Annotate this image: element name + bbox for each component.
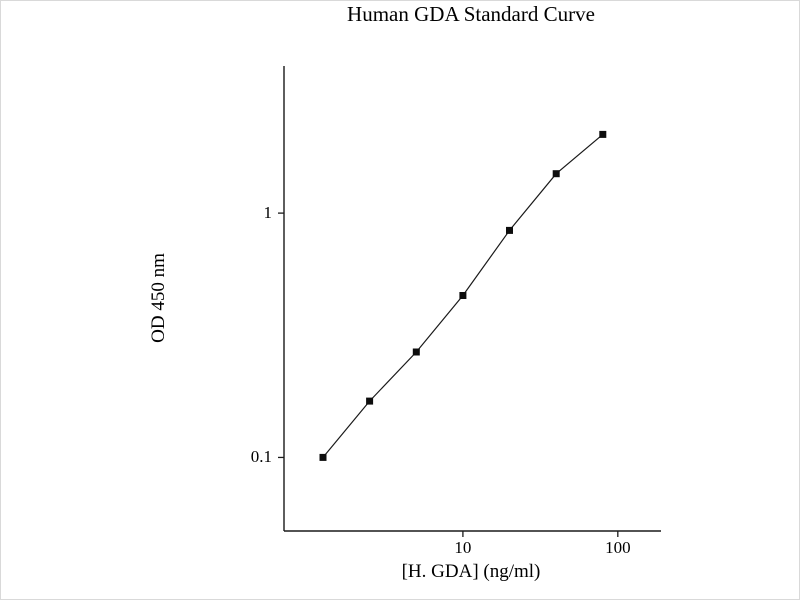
data-point	[459, 292, 467, 299]
data-point	[506, 226, 513, 234]
y-tick-label: 1	[263, 203, 273, 223]
chart-title: Human GDA Standard Curve	[347, 2, 595, 26]
data-point	[599, 130, 607, 138]
data-point	[412, 348, 420, 356]
data-point	[366, 397, 374, 405]
y-tick-label: 0.1	[250, 447, 272, 467]
data-point	[319, 453, 327, 461]
x-tick-label: 10	[454, 538, 472, 557]
data-point	[552, 170, 560, 178]
x-tick-label: 100	[605, 538, 631, 557]
x-axis-label: [H. GDA] (ng/ml)	[401, 561, 541, 582]
